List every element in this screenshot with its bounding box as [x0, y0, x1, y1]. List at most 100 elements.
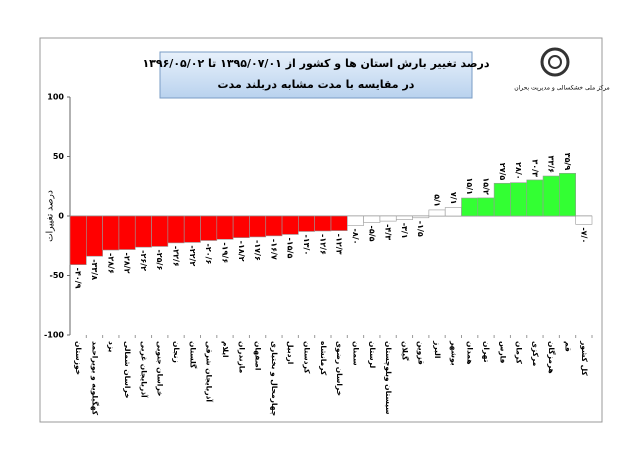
chart-title: درصد تغییر بارش استان ها و کشور از ۱۳۹۵/… — [142, 57, 489, 70]
bar — [510, 182, 528, 217]
x-tick-label: ایلام — [221, 341, 230, 358]
bar — [249, 215, 267, 238]
value-label: ۱۵/۲ — [481, 177, 490, 195]
x-tick-label: گلستان — [188, 341, 197, 369]
bar — [461, 197, 479, 217]
value-label: ۳۳/۶ — [547, 155, 556, 173]
x-tick-label: کرمانشاه — [319, 341, 328, 376]
bar — [559, 172, 576, 217]
bar — [363, 215, 381, 223]
x-tick-label: گیلان — [400, 341, 409, 361]
x-tick-label: آذربایجان شرقی — [205, 341, 215, 402]
bar — [526, 179, 544, 217]
value-label: ۷/۱ — [449, 192, 458, 205]
bar — [151, 215, 169, 247]
value-label: ۲۸/۰ — [514, 162, 523, 180]
bar — [444, 207, 462, 217]
value-label: -۲۲/۲ — [188, 245, 197, 266]
value-label: ۲۷/۵ — [498, 163, 507, 181]
value-label: -۵/۵ — [367, 226, 376, 242]
value-label: ۳۵/۹ — [563, 153, 572, 171]
x-tick-label: بوشهر — [449, 340, 458, 366]
logo — [540, 47, 570, 77]
x-tick-label: اردبیل — [286, 341, 295, 364]
x-tick-label: خراسان جنوبی — [156, 341, 165, 396]
value-label: -۱۲/۶ — [318, 234, 327, 255]
x-tick-label: یزد — [107, 341, 116, 353]
y-tick-label: -100 — [44, 331, 64, 340]
y-tick-label: 50 — [53, 152, 65, 161]
x-tick-label: هرمزگان — [547, 341, 556, 374]
x-tick-label: زنجان — [172, 341, 181, 363]
y-tick-label: 0 — [58, 212, 64, 221]
bar — [493, 182, 511, 217]
bar — [347, 215, 364, 226]
x-tick-label: آذربایجان غربی — [139, 341, 149, 398]
value-label: -۲۶/۲ — [139, 250, 148, 271]
value-label: -۲۸/۲ — [123, 253, 132, 274]
x-tick-label: سمنان — [351, 341, 360, 366]
value-label: ۳۰/۳ — [530, 159, 539, 177]
value-label: -۲۵/۶ — [155, 249, 164, 270]
logo — [548, 55, 562, 69]
value-label: -۱۹/۶ — [220, 242, 229, 263]
value-label: ۵/۱ — [433, 194, 442, 207]
bar — [298, 215, 315, 232]
bar — [216, 215, 234, 240]
bar — [575, 215, 593, 225]
bar — [183, 215, 201, 243]
y-tick-label: 100 — [47, 93, 64, 102]
value-label: -۱۷/۶ — [253, 240, 262, 261]
x-tick-label: کل کشور — [580, 340, 589, 376]
x-tick-label: فارس — [498, 341, 507, 363]
bar — [281, 215, 299, 235]
x-tick-label: چهارمحال و بختیاری — [270, 341, 279, 416]
value-label: -۸/۰ — [351, 229, 360, 245]
x-tick-label: اصفهان — [254, 341, 263, 370]
bar — [379, 215, 397, 222]
x-tick-label: کرمان — [515, 341, 524, 365]
value-label: -۱۵/۵ — [286, 237, 295, 258]
value-label: -۱۶/۷ — [269, 239, 278, 260]
value-label: -۳۳/۸ — [90, 259, 99, 280]
bar — [232, 215, 250, 238]
title-box — [159, 51, 473, 99]
y-tick-label: -50 — [50, 271, 65, 280]
value-label: -۷/۰ — [579, 227, 588, 243]
bar — [134, 215, 152, 248]
x-tick-label: تهران — [482, 341, 491, 363]
x-tick-label: مازندران — [237, 341, 246, 374]
x-tick-label: خراسان شمالی — [123, 341, 132, 398]
x-tick-label: کردستان — [303, 341, 312, 374]
value-label: -۲۸/۶ — [106, 253, 115, 274]
logo-text: مرکز ملی خشکسالی و مدیریت بحران — [514, 85, 610, 92]
x-tick-label: خوزستان — [74, 341, 83, 375]
bar — [412, 215, 430, 219]
bar — [102, 215, 120, 251]
bar — [314, 215, 332, 232]
x-tick-label: مرکزی — [531, 341, 540, 367]
bar — [167, 215, 185, 244]
y-axis-label: درصد تغییرات — [46, 190, 56, 242]
bar — [86, 215, 103, 257]
x-tick-label: خراسان رضوی — [335, 341, 344, 396]
value-label: -۱۳/۰ — [302, 234, 311, 255]
x-tick-label: قم — [564, 341, 573, 352]
value-label: -۲۲/۶ — [172, 246, 181, 267]
value-label: -۱۸/۲ — [237, 241, 246, 262]
bar — [265, 215, 283, 237]
bar — [477, 197, 495, 217]
bar — [395, 215, 413, 220]
value-label: -۴/۳ — [384, 224, 393, 240]
bar — [428, 209, 446, 217]
value-label: -۱/۵ — [416, 221, 425, 237]
value-label: ۱۵/۱ — [465, 177, 474, 195]
value-label: -۳/۱ — [400, 223, 409, 239]
bar — [542, 175, 560, 217]
x-tick-label: کهگیلویه و بویراحمد — [90, 341, 99, 416]
value-label: -۱۲/۳ — [335, 234, 344, 255]
chart-subtitle: در مقایسه با مدت مشابه دربلند مدت — [218, 78, 415, 91]
value-label: -۴۰/۹ — [74, 268, 83, 289]
x-tick-label: همدان — [466, 341, 475, 365]
